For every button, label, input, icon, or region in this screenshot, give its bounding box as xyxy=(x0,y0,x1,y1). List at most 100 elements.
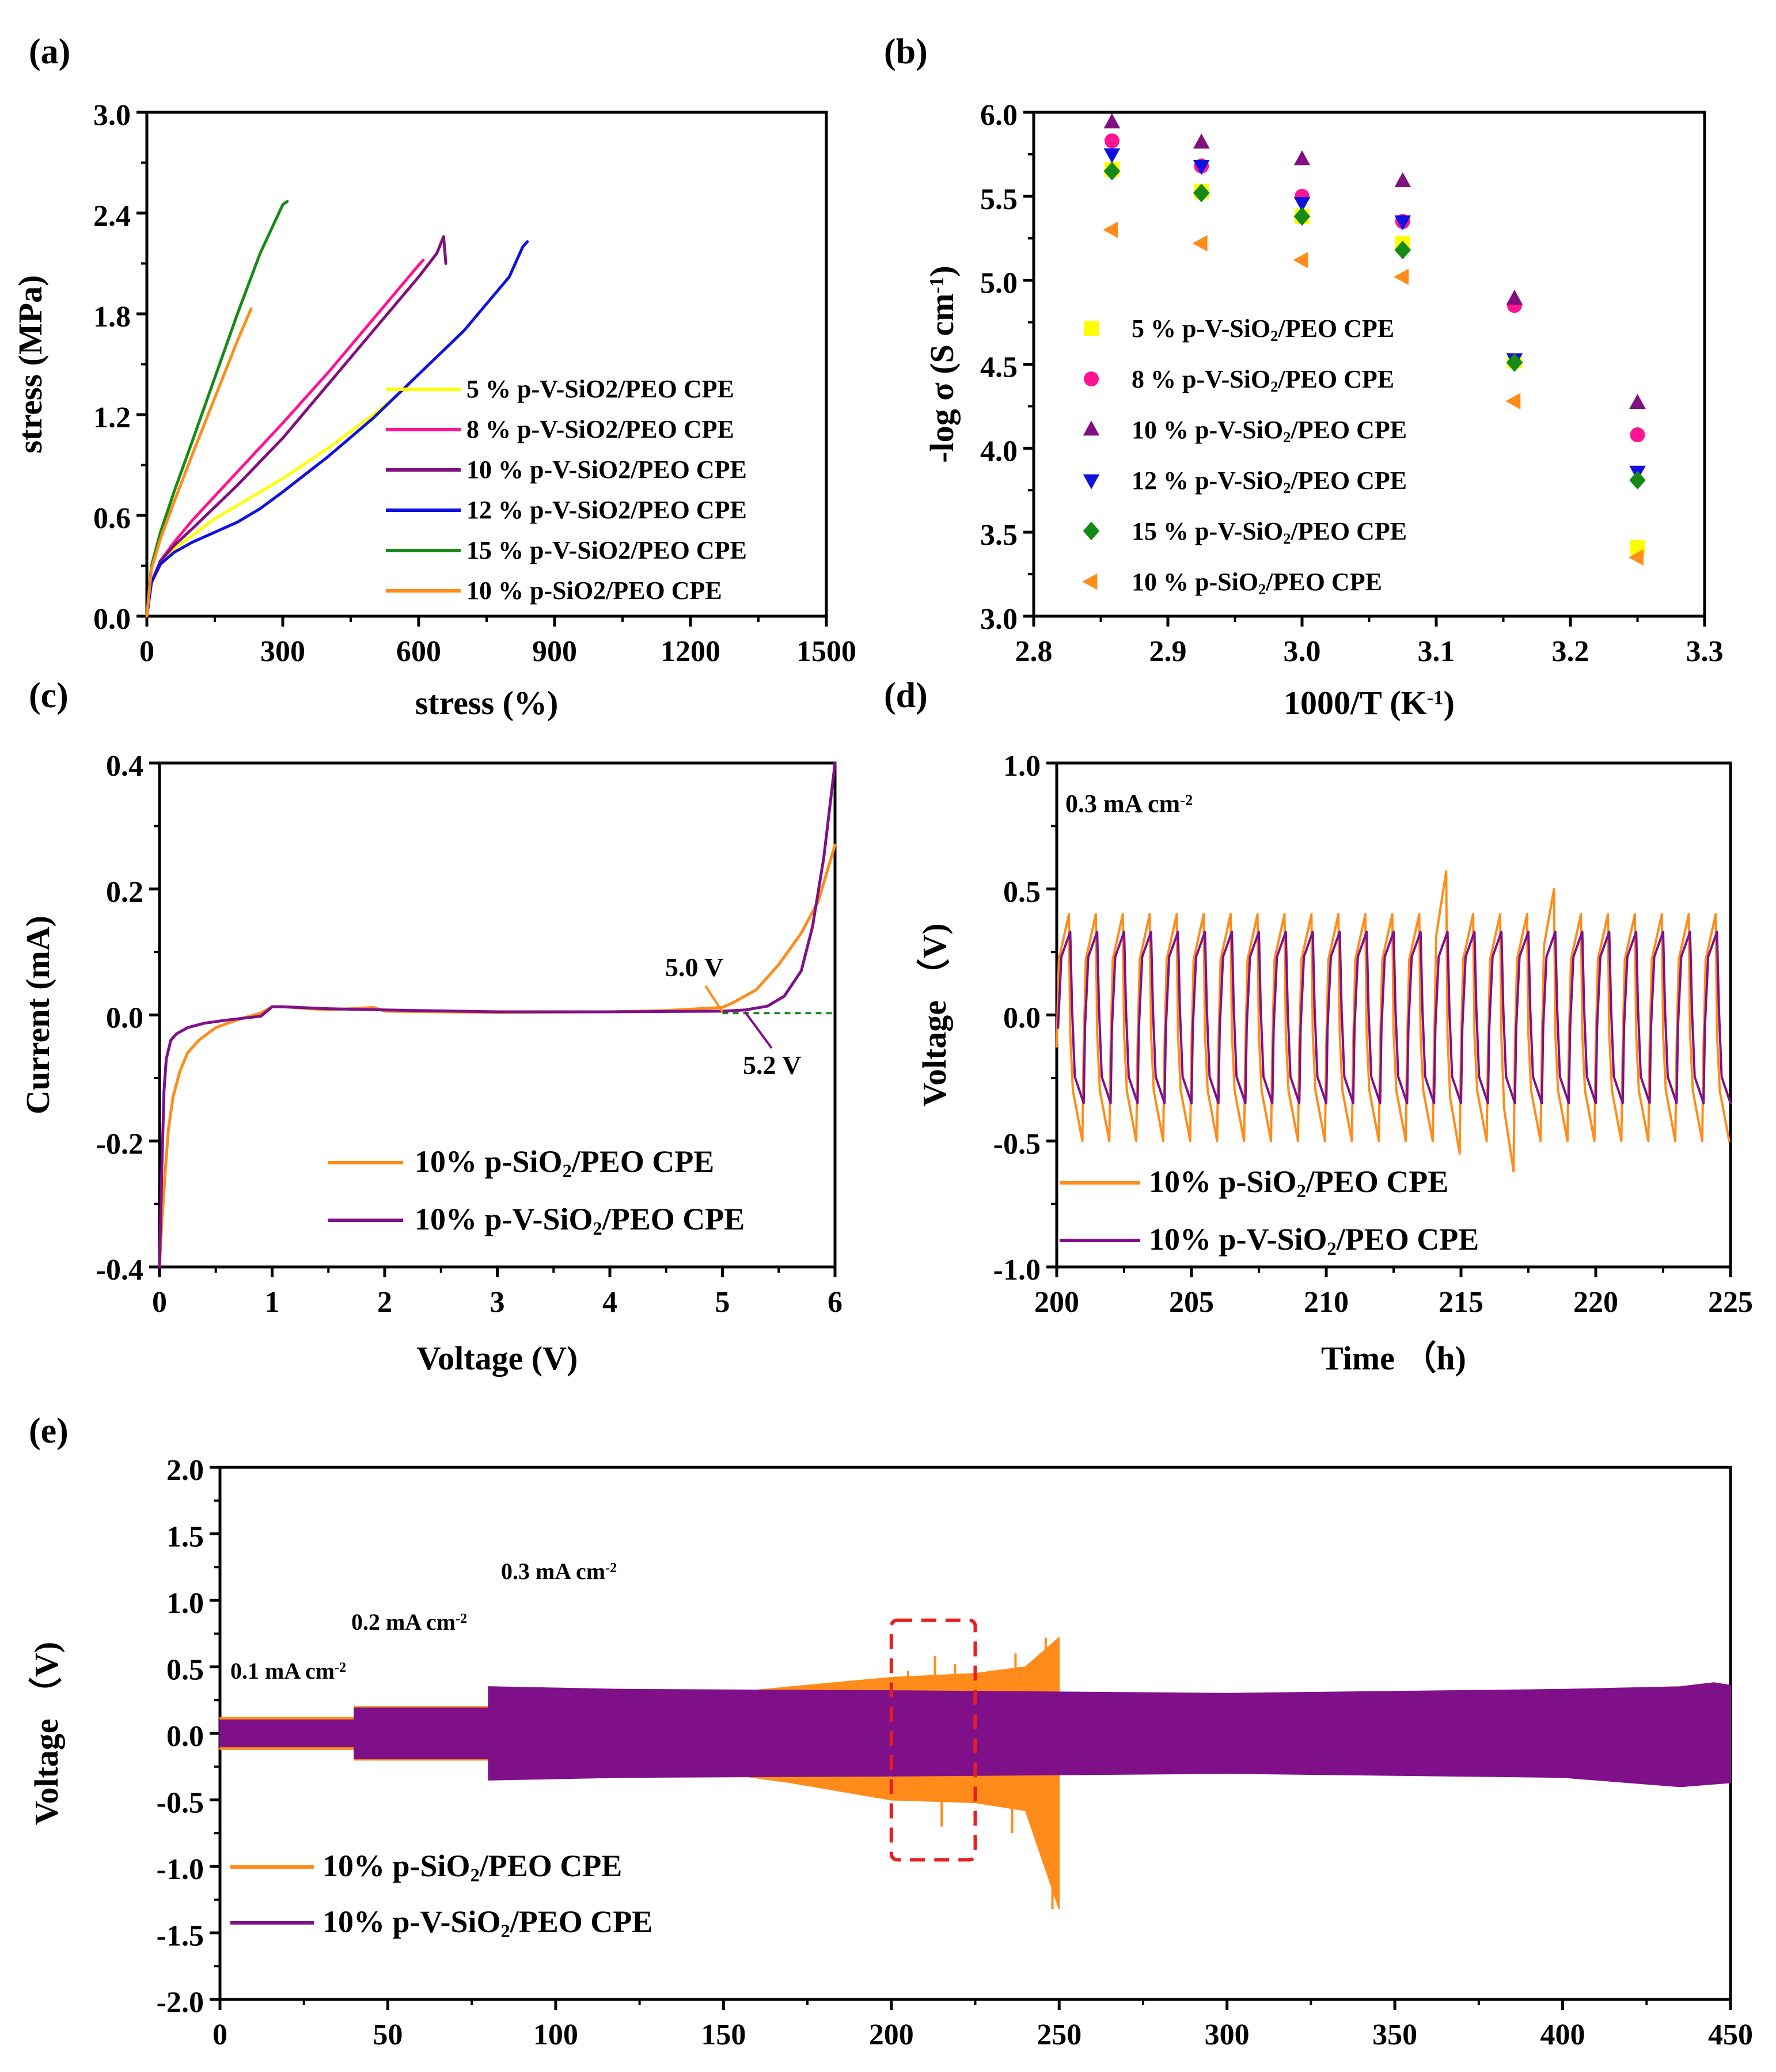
chart-c-axes: 0 1 2 3 4 5 6 -0.4 -0.2 0.0 0.2 0.4 xyxy=(96,750,843,1319)
chart-d-ytick-label: -1.0 xyxy=(993,1254,1041,1287)
chart-a-ytick-label: 1.8 xyxy=(93,301,131,333)
chart-a-axes: 0 300 600 900 1200 1500 0.0 0.6 1.2 1.8 2.4 3.0 xyxy=(93,99,856,668)
chart-d-legend-label-part: 10% p-V-SiO xyxy=(1149,1222,1327,1257)
chart-e-legend-label: 10% p-SiO2/PEO CPE xyxy=(322,1849,622,1886)
chart-b-xlabel-part: ) xyxy=(1444,684,1455,722)
chart-c-annotation-onset-orange: 5.0 V xyxy=(665,952,723,982)
chart-b-point xyxy=(1394,268,1409,286)
chart-b-ytick-label: 3.0 xyxy=(980,603,1018,636)
chart-a-line-5 xyxy=(145,307,253,618)
chart-a-xtick-label: 900 xyxy=(532,635,577,668)
chart-d-line-1 xyxy=(1057,931,1732,1105)
chart-b-ytick-label: 5.0 xyxy=(980,267,1018,300)
chart-c-xtick-label: 2 xyxy=(377,1286,392,1319)
chart-b-legend-label: 5 % p-V-SiO2/PEO CPE xyxy=(1132,314,1394,344)
chart-d-xlabel: Time （h) xyxy=(1321,1339,1466,1377)
chart-b-point xyxy=(1629,470,1646,489)
chart-b-ytick-label: 4.5 xyxy=(980,351,1018,384)
panel-label-a: (a) xyxy=(29,32,70,71)
chart-c-xtick-label: 1 xyxy=(265,1286,280,1319)
chart-b-point xyxy=(1505,393,1521,409)
chart-c-line-1 xyxy=(158,761,837,1269)
panel-label-e: (e) xyxy=(29,1411,69,1451)
chart-c-legend-label-part: 10% p-SiO xyxy=(415,1144,563,1179)
chart-b-legend-label-part: 8 % p-V-SiO xyxy=(1132,365,1270,393)
chart-b-legend-label-part: /PEO CPE xyxy=(1277,365,1394,393)
chart-a-series: 5 % p-V-SiO2/PEO CPE 8 % p-V-SiO2/PEO CPE… xyxy=(145,200,747,618)
chart-a-ytick-label: 0.0 xyxy=(93,603,131,636)
chart-b-legend-label: 10 % p-SiO2/PEO CPE xyxy=(1132,568,1382,598)
chart-c-arrow-purple xyxy=(743,1011,773,1049)
chart-e-annotation-part: 0.2 mA cm xyxy=(351,1609,456,1635)
chart-e-ytick-label: 0.5 xyxy=(166,1654,204,1687)
chart-e-xtick-label: 350 xyxy=(1372,2018,1417,2051)
chart-b-point xyxy=(1394,240,1411,260)
chart-c-arrow-orange xyxy=(704,985,724,1013)
panel-label-c: (c) xyxy=(29,676,69,715)
chart-b-point xyxy=(1192,235,1208,252)
chart-a-xtick-label: 600 xyxy=(396,635,441,668)
chart-a-xtick-label: 1200 xyxy=(661,635,720,668)
chart-c-xtick-label: 4 xyxy=(602,1286,617,1319)
chart-e-legend-label-part: /PEO CPE xyxy=(510,1904,653,1939)
chart-b-xtick-label: 2.9 xyxy=(1149,635,1187,668)
chart-e-legend-label-part: 10% p-V-SiO xyxy=(322,1904,501,1939)
chart-a-ytick-label: 1.2 xyxy=(93,401,131,434)
chart-b-xtick-label: 3.0 xyxy=(1284,635,1321,668)
chart-e-annotation-part: -2 xyxy=(605,1561,617,1576)
chart-c-legend-label-part: 2 xyxy=(563,1161,572,1182)
chart-b-xtick-label: 3.2 xyxy=(1552,635,1589,668)
chart-e-annotation-part: -2 xyxy=(456,1611,467,1626)
chart-e-xtick-label: 450 xyxy=(1708,2018,1753,2051)
chart-b-legend-label-part: 10 % p-SiO xyxy=(1132,568,1258,596)
chart-a-legend-label: 10 % p-SiO2/PEO CPE xyxy=(466,576,722,605)
chart-d-xtick-label: 225 xyxy=(1708,1286,1753,1319)
chart-d-xtick-label: 215 xyxy=(1439,1286,1483,1319)
chart-d-ylabel: Voltage （V) xyxy=(916,923,953,1106)
chart-a-line-2 xyxy=(145,235,447,618)
chart-a-xtick-label: 1500 xyxy=(796,635,856,668)
chart-e-ytick-label: -1.5 xyxy=(157,1920,204,1953)
chart-e-ytick-label: 0.0 xyxy=(166,1720,204,1753)
chart-d-legend-label-part: /PEO CPE xyxy=(1306,1164,1449,1199)
chart-b-point xyxy=(1394,215,1411,231)
chart-e-ytick-label: -1.0 xyxy=(157,1853,204,1886)
chart-e-xtick-label: 250 xyxy=(1037,2018,1081,2051)
chart-b-xlabel-part: 1000/T (K xyxy=(1284,684,1427,722)
chart-e-xtick-label: 300 xyxy=(1205,2018,1250,2051)
chart-b-ytick-label: 4.0 xyxy=(980,435,1018,468)
chart-b-legend-label-part: 2 xyxy=(1283,428,1291,446)
chart-c-xtick-label: 0 xyxy=(152,1286,167,1319)
chart-b-legend-marker xyxy=(1083,420,1100,436)
chart-a-legend-label: 15 % p-V-SiO2/PEO CPE xyxy=(466,536,747,564)
chart-e-xtick-label: 50 xyxy=(373,2018,403,2051)
chart-e-annotation-part: 0.1 mA cm xyxy=(230,1658,335,1684)
panel-label-b: (b) xyxy=(884,32,928,71)
chart-b-legend-label-part: /PEO CPE xyxy=(1265,568,1382,596)
chart-c-xtick-label: 6 xyxy=(828,1286,843,1319)
chart-a-line-0 xyxy=(145,383,411,618)
chart-a-ytick-label: 0.6 xyxy=(93,502,131,535)
chart-c-ytick-label: 0.2 xyxy=(106,876,143,909)
chart-d-line-0 xyxy=(1056,870,1731,1172)
chart-d-xtick-label: 205 xyxy=(1169,1286,1214,1319)
chart-b-legend-label-part: 5 % p-V-SiO xyxy=(1132,314,1270,343)
chart-a-xtick-label: 300 xyxy=(260,635,305,668)
chart-d-legend-label: 10% p-SiO2/PEO CPE xyxy=(1149,1164,1448,1202)
chart-b-legend-marker xyxy=(1083,474,1100,489)
chart-e-annotation: 0.2 mA cm-2 xyxy=(351,1609,467,1635)
chart-d-series: 0.3 mA cm-2 10% p-SiO2/PEO CPE 10% p-V-SiO… xyxy=(1056,790,1732,1259)
chart-b-ylabel-part: -1 xyxy=(925,277,948,294)
chart-e-annotation-part: -2 xyxy=(335,1660,346,1675)
chart-b-axes: 2.8 2.9 3.0 3.1 3.2 3.3 3.0 3.5 4.0 4.5 5.0 5.5 6.0 xyxy=(980,99,1724,668)
chart-b-legend-label-part: 10 % p-V-SiO xyxy=(1132,416,1283,444)
chart-d-annotation: 0.3 mA cm-2 xyxy=(1065,790,1193,818)
chart-e-xtick-label: 0 xyxy=(212,2018,227,2051)
chart-b-legend-label-part: 2 xyxy=(1283,530,1291,547)
chart-a-ylabel: stress (MPa) xyxy=(12,275,49,454)
chart-c-annotation-onset-purple: 5.2 V xyxy=(743,1050,801,1080)
chart-b-legend-marker xyxy=(1084,371,1099,386)
chart-e-legend-label: 10% p-V-SiO2/PEO CPE xyxy=(322,1904,652,1942)
